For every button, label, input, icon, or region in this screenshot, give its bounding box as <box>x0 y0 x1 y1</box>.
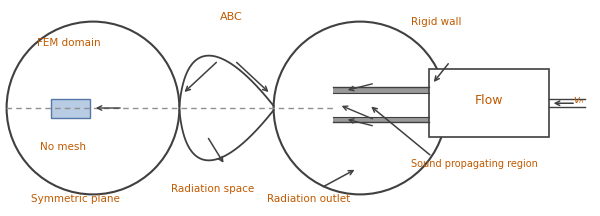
Bar <box>333 93 429 117</box>
Bar <box>429 69 549 137</box>
Text: Radiation space: Radiation space <box>172 184 254 194</box>
Bar <box>333 87 429 122</box>
Text: Sound propagating region: Sound propagating region <box>411 159 538 169</box>
Text: Flow: Flow <box>475 94 503 107</box>
Text: vₙ: vₙ <box>573 95 583 105</box>
Text: Symmetric plane: Symmetric plane <box>31 194 119 204</box>
Text: Rigid wall: Rigid wall <box>411 17 461 27</box>
Text: FEM domain: FEM domain <box>37 38 101 48</box>
Text: Radiation outlet: Radiation outlet <box>268 194 350 204</box>
Text: ABC: ABC <box>220 12 242 22</box>
Text: No mesh: No mesh <box>40 142 86 152</box>
Bar <box>51 99 90 118</box>
